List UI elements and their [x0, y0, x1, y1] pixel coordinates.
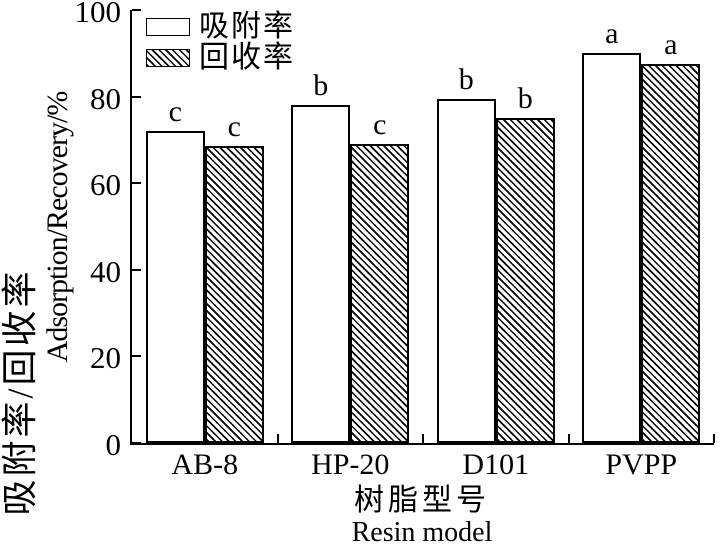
category-label-AB-8: AB-8 — [171, 448, 239, 481]
legend-row: 吸附率 — [146, 12, 295, 42]
y-axis-tick-label: 20 — [90, 340, 121, 376]
y-axis-tick — [132, 355, 141, 358]
x-axis-tick — [713, 434, 715, 443]
y-axis-tick-label: 0 — [105, 427, 122, 462]
bar-recovery-D101 — [495, 118, 555, 443]
bar-adsorption-HP-20 — [291, 105, 351, 443]
significance-letter: b — [517, 82, 533, 116]
legend-label: 吸附率 — [199, 10, 295, 43]
significance-letter: c — [373, 108, 387, 142]
bar-adsorption-AB-8 — [145, 131, 205, 443]
x-axis-title-english: Resin model — [351, 517, 493, 548]
legend-label: 回收率 — [199, 41, 295, 74]
x-axis-tick — [276, 434, 279, 443]
y-axis-tick-label: 60 — [90, 167, 121, 203]
bar-recovery-HP-20 — [350, 144, 410, 443]
legend-row: 回收率 — [146, 43, 295, 73]
y-axis-tick — [132, 9, 141, 11]
significance-letter: a — [605, 17, 619, 51]
bar-recovery-PVPP — [641, 64, 701, 443]
y-axis-tick-label: 100 — [74, 0, 122, 29]
bar-adsorption-D101 — [436, 98, 496, 443]
significance-letter: b — [313, 69, 329, 103]
category-label-PVPP: PVPP — [605, 448, 678, 481]
x-axis-tick — [422, 434, 424, 443]
significance-letter: a — [664, 28, 678, 62]
plot-area: 吸附率 回收率 c c b c b b a a — [130, 9, 715, 445]
category-label-HP-20: HP-20 — [311, 448, 390, 481]
y-axis-tick — [132, 95, 141, 98]
legend: 吸附率 回收率 — [146, 12, 295, 74]
category-label-D101: D101 — [462, 448, 530, 481]
y-axis-tick-label: 80 — [90, 80, 121, 116]
hatched-swatch-icon — [146, 49, 190, 67]
x-axis-title-chinese: 树脂型号 — [354, 484, 490, 517]
y-axis-tick — [132, 182, 141, 185]
significance-letter: b — [458, 62, 474, 96]
significance-letter: c — [227, 110, 241, 144]
significance-letter: c — [168, 95, 182, 129]
y-axis-tick — [132, 268, 141, 271]
y-axis-tick-label: 40 — [90, 253, 121, 289]
bar-recovery-AB-8 — [204, 146, 264, 443]
white-swatch-icon — [146, 18, 190, 36]
bar-adsorption-PVPP — [582, 53, 642, 443]
x-axis-tick — [567, 434, 570, 443]
y-axis-tick — [132, 442, 141, 444]
